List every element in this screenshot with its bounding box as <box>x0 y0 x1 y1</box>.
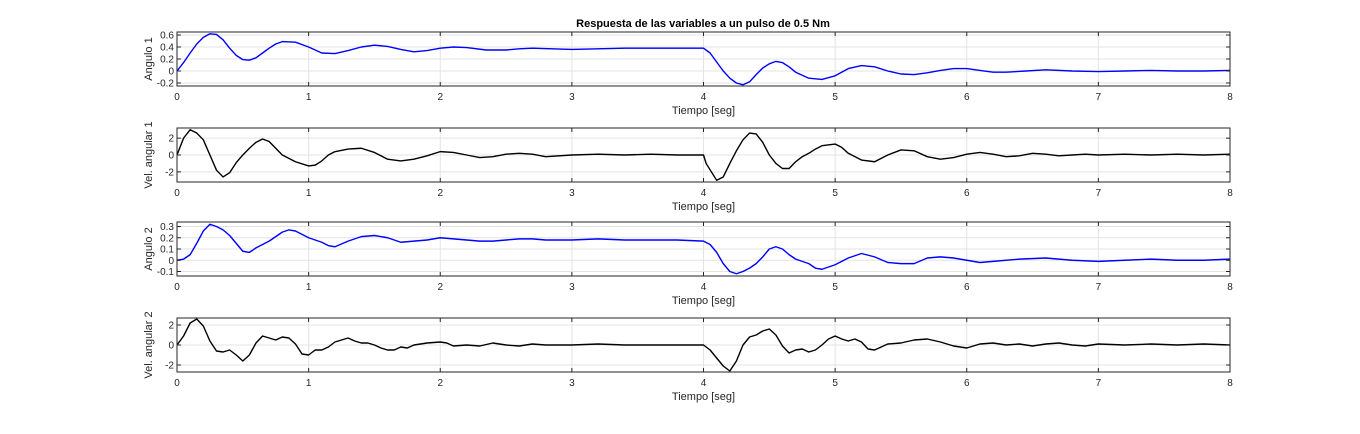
vel-angular-1-x-tick-label: 1 <box>306 188 312 199</box>
vel-angular-1-x-tick-label: 2 <box>437 188 443 199</box>
vel-angular-2-y-tick-label: -2 <box>165 361 174 372</box>
angulo-1-x-tick-label: 3 <box>569 92 575 103</box>
angulo-2-x-tick-label: 4 <box>701 282 707 293</box>
angulo-1-x-tick-label: 8 <box>1227 92 1233 103</box>
vel-angular-2-y-axis-label: Vel. angular 2 <box>143 311 155 378</box>
vel-angular-1-x-tick-label: 4 <box>701 188 707 199</box>
vel-angular-1-series-line-0 <box>176 128 1231 182</box>
angulo-1-x-tick-label: 5 <box>832 92 838 103</box>
angulo-1-y-tick-label: 0 <box>168 67 174 78</box>
angulo-2-y-tick-label: 0.1 <box>160 245 174 256</box>
vel-angular-2-x-tick-label: 3 <box>569 378 575 389</box>
angulo-2-x-tick-label: 1 <box>306 282 312 293</box>
vel-angular-1-y-tick-label: 2 <box>168 134 174 145</box>
vel-angular-2-x-tick-label: 1 <box>306 378 312 389</box>
angulo-1-x-tick-label: 1 <box>306 92 312 103</box>
angulo-1-y-tick-label: 0.6 <box>160 31 174 42</box>
angulo-2-x-tick-label: 8 <box>1227 282 1233 293</box>
angulo-2-x-tick-label: 2 <box>437 282 443 293</box>
angulo-2-y-tick-label: 0.2 <box>160 233 174 244</box>
angulo-1-y-axis-label: Angulo 1 <box>143 37 155 80</box>
vel-angular-2-x-tick-label: 5 <box>832 378 838 389</box>
angulo-2-x-tick-label: 0 <box>174 282 180 293</box>
vel-angular-1-x-tick-label: 0 <box>174 188 180 199</box>
angulo-1-y-tick-label: 0.2 <box>160 55 174 66</box>
angulo-1-series-line-0 <box>176 33 1231 86</box>
vel-angular-2-x-tick-label: 0 <box>174 378 180 389</box>
angulo-2-y-tick-label: -0.1 <box>157 267 175 278</box>
vel-angular-2-series-line-0 <box>176 318 1231 372</box>
angulo-1-x-tick-label: 4 <box>701 92 707 103</box>
angulo-2-series-line-0 <box>176 223 1231 275</box>
angulo-1-y-tick-label: 0.4 <box>160 43 174 54</box>
angulo-2-x-tick-label: 5 <box>832 282 838 293</box>
angulo-1-x-tick-label: 2 <box>437 92 443 103</box>
vel-angular-1-y-tick-label: -2 <box>165 167 174 178</box>
vel-angular-2-y-tick-label: 2 <box>168 321 174 332</box>
angulo-2-y-tick-label: 0.3 <box>160 222 174 233</box>
angulo-1-y-tick-label: -0.2 <box>157 79 175 90</box>
vel-angular-2-x-tick-label: 8 <box>1227 378 1233 389</box>
angulo-2-x-tick-label: 3 <box>569 282 575 293</box>
vel-angular-1-x-tick-label: 6 <box>964 188 970 199</box>
vel-angular-2-x-tick-label: 6 <box>964 378 970 389</box>
vel-angular-1-x-tick-label: 8 <box>1227 188 1233 199</box>
vel-angular-2-y-tick-label: 0 <box>168 341 174 352</box>
angulo-2-x-tick-label: 6 <box>964 282 970 293</box>
angulo-2-y-tick-label: 0 <box>168 256 174 267</box>
vel-angular-2-x-tick-label: 4 <box>701 378 707 389</box>
angulo-1-x-tick-label: 7 <box>1096 92 1102 103</box>
vel-angular-2-x-axis-label: Tiempo [seg] <box>672 391 735 403</box>
vel-angular-1-x-tick-label: 3 <box>569 188 575 199</box>
angulo-1-x-axis-label: Tiempo [seg] <box>672 105 735 117</box>
figure-title: Respuesta de las variables a un pulso de… <box>576 18 830 30</box>
vel-angular-1-y-tick-label: 0 <box>168 151 174 162</box>
vel-angular-1-x-tick-label: 7 <box>1096 188 1102 199</box>
vel-angular-1-x-tick-label: 5 <box>832 188 838 199</box>
vel-angular-2-x-tick-label: 2 <box>437 378 443 389</box>
vel-angular-1-x-axis-label: Tiempo [seg] <box>672 201 735 213</box>
angulo-2-x-axis-label: Tiempo [seg] <box>672 295 735 307</box>
angulo-1-x-tick-label: 0 <box>174 92 180 103</box>
angulo-1-x-tick-label: 6 <box>964 92 970 103</box>
vel-angular-2-x-tick-label: 7 <box>1096 378 1102 389</box>
angulo-2-x-tick-label: 7 <box>1096 282 1102 293</box>
vel-angular-1-y-axis-label: Vel. angular 1 <box>143 121 155 188</box>
angulo-2-y-axis-label: Angulo 2 <box>143 227 155 270</box>
